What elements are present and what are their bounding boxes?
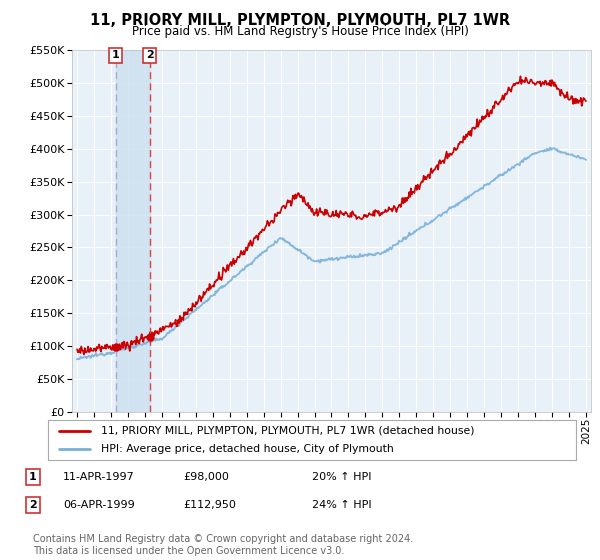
Text: 11-APR-1997: 11-APR-1997 [63, 472, 135, 482]
Text: 11, PRIORY MILL, PLYMPTON, PLYMOUTH, PL7 1WR (detached house): 11, PRIORY MILL, PLYMPTON, PLYMOUTH, PL7… [101, 426, 475, 436]
Text: 11, PRIORY MILL, PLYMPTON, PLYMOUTH, PL7 1WR: 11, PRIORY MILL, PLYMPTON, PLYMOUTH, PL7… [90, 13, 510, 28]
Bar [116, 50, 149, 412]
Text: £112,950: £112,950 [183, 500, 236, 510]
Text: 24% ↑ HPI: 24% ↑ HPI [312, 500, 371, 510]
Text: Price paid vs. HM Land Registry's House Price Index (HPI): Price paid vs. HM Land Registry's House … [131, 25, 469, 38]
Text: 2: 2 [146, 50, 154, 60]
Text: 1: 1 [112, 50, 119, 60]
Text: £98,000: £98,000 [183, 472, 229, 482]
Text: 2: 2 [29, 500, 37, 510]
Text: HPI: Average price, detached house, City of Plymouth: HPI: Average price, detached house, City… [101, 445, 394, 454]
Text: 1: 1 [29, 472, 37, 482]
Text: 20% ↑ HPI: 20% ↑ HPI [312, 472, 371, 482]
Text: 06-APR-1999: 06-APR-1999 [63, 500, 135, 510]
Text: Contains HM Land Registry data © Crown copyright and database right 2024.
This d: Contains HM Land Registry data © Crown c… [33, 534, 413, 556]
